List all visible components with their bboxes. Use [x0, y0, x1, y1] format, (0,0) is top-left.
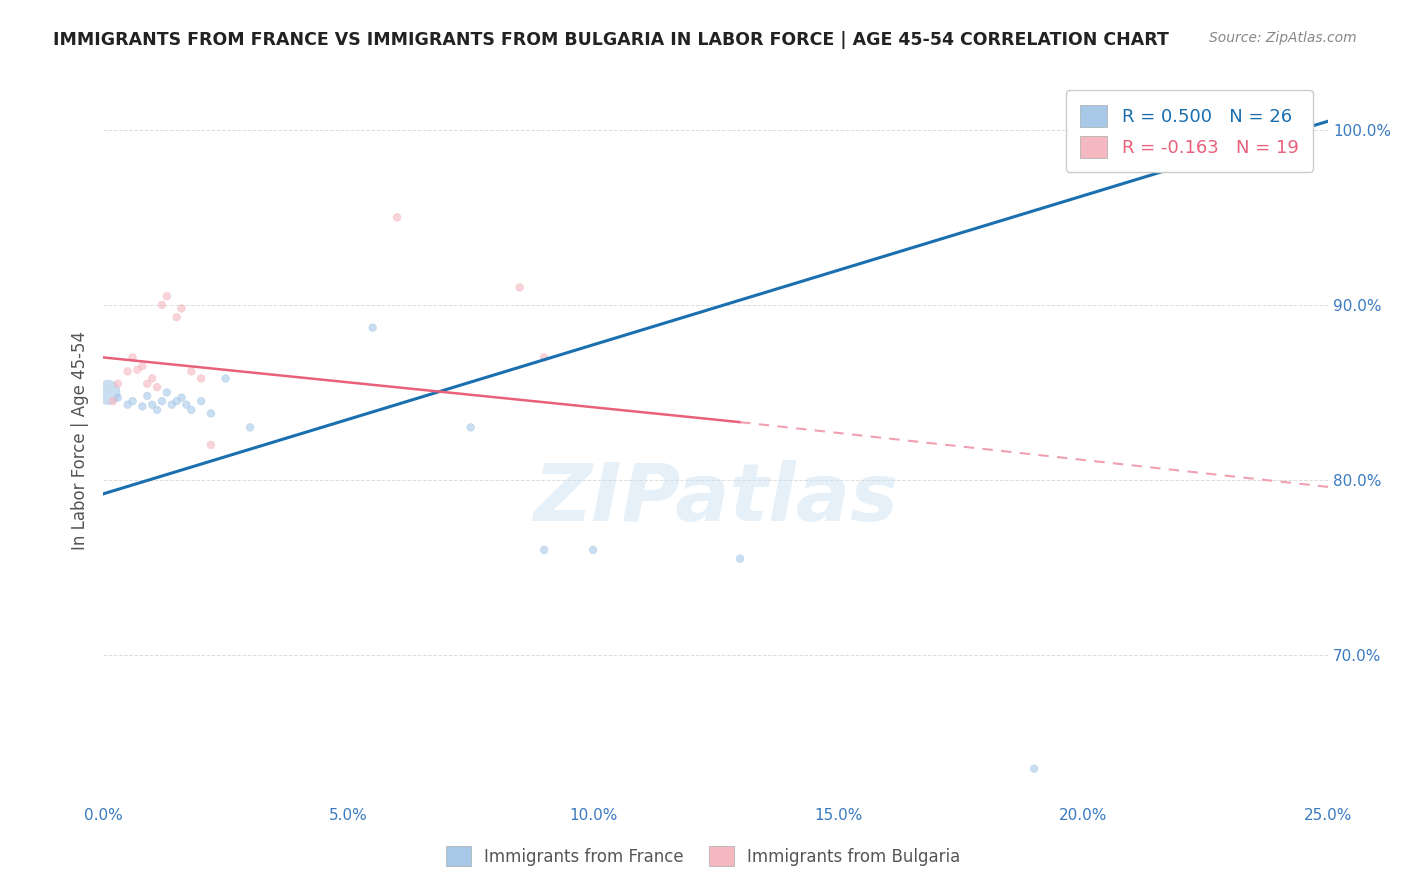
Point	[121, 351, 143, 365]
Point	[1268, 123, 1291, 137]
Point	[1024, 762, 1046, 776]
Point	[361, 320, 384, 334]
Point	[180, 403, 202, 417]
Point	[141, 371, 163, 385]
Point	[146, 380, 169, 394]
Point	[460, 420, 482, 434]
Point	[239, 420, 262, 434]
Point	[180, 364, 202, 378]
Point	[200, 438, 222, 452]
Legend: R = 0.500   N = 26, R = -0.163   N = 19: R = 0.500 N = 26, R = -0.163 N = 19	[1066, 90, 1313, 172]
Y-axis label: In Labor Force | Age 45-54: In Labor Force | Age 45-54	[72, 331, 89, 550]
Point	[190, 371, 212, 385]
Text: ZIPatlas: ZIPatlas	[533, 459, 898, 538]
Point	[146, 403, 169, 417]
Point	[150, 298, 173, 312]
Point	[170, 391, 193, 405]
Point	[117, 364, 139, 378]
Point	[107, 391, 129, 405]
Point	[728, 551, 751, 566]
Point	[166, 394, 188, 409]
Point	[533, 351, 555, 365]
Point	[141, 398, 163, 412]
Point	[190, 394, 212, 409]
Point	[117, 398, 139, 412]
Point	[582, 542, 605, 557]
Point	[136, 389, 159, 403]
Point	[533, 542, 555, 557]
Text: Source: ZipAtlas.com: Source: ZipAtlas.com	[1209, 31, 1357, 45]
Point	[156, 289, 179, 303]
Point	[150, 394, 173, 409]
Point	[131, 400, 153, 414]
Point	[200, 406, 222, 420]
Point	[131, 359, 153, 373]
Point	[136, 376, 159, 391]
Point	[170, 301, 193, 316]
Point	[101, 394, 124, 409]
Point	[107, 376, 129, 391]
Legend: Immigrants from France, Immigrants from Bulgaria: Immigrants from France, Immigrants from …	[437, 838, 969, 875]
Point	[166, 310, 188, 325]
Point	[97, 385, 120, 400]
Text: IMMIGRANTS FROM FRANCE VS IMMIGRANTS FROM BULGARIA IN LABOR FORCE | AGE 45-54 CO: IMMIGRANTS FROM FRANCE VS IMMIGRANTS FRO…	[53, 31, 1170, 49]
Point	[127, 362, 149, 376]
Point	[160, 398, 183, 412]
Point	[176, 398, 198, 412]
Point	[121, 394, 143, 409]
Point	[214, 371, 236, 385]
Point	[385, 211, 408, 225]
Point	[156, 385, 179, 400]
Point	[509, 280, 531, 294]
